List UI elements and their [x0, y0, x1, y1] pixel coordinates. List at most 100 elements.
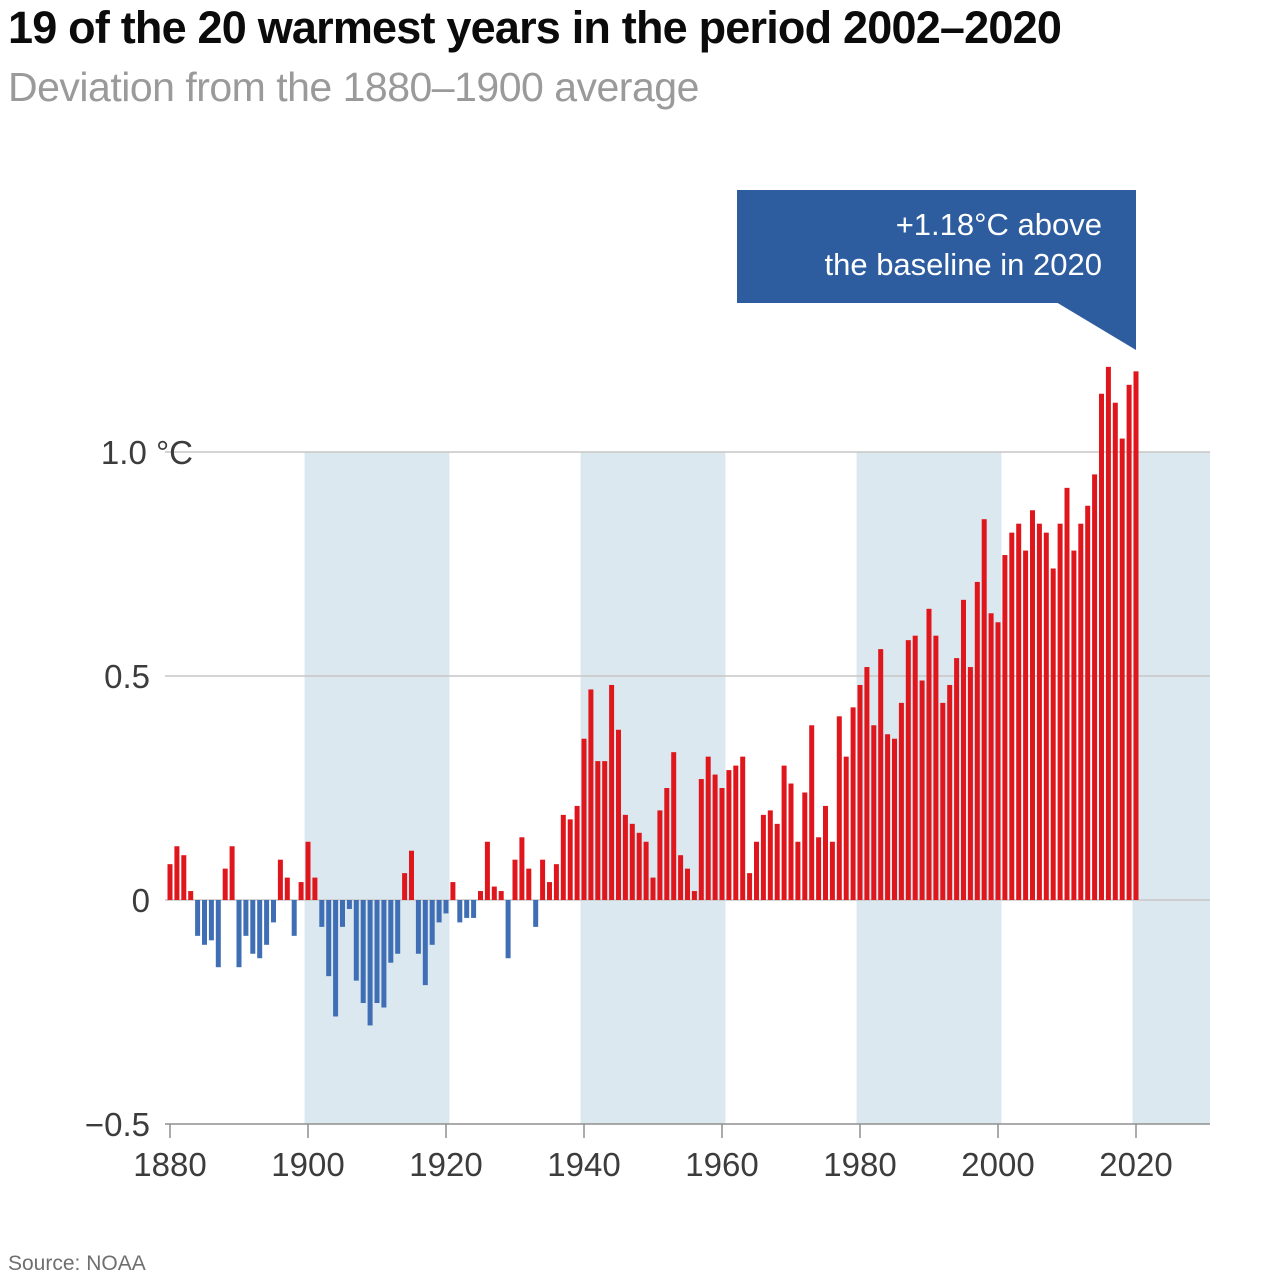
- bar-1988: [912, 635, 918, 900]
- bar-1915: [409, 850, 414, 900]
- bar-1954: [678, 855, 684, 900]
- bar-1957: [698, 779, 704, 900]
- bar-1980: [857, 684, 863, 900]
- x-tick-label-1940: 1940: [547, 1146, 620, 1183]
- bar-1891: [243, 900, 249, 936]
- bar-1916: [415, 900, 421, 954]
- bar-1956: [691, 891, 697, 900]
- bar-1926: [484, 841, 490, 900]
- bar-1908: [360, 900, 366, 1004]
- bar-1951: [657, 810, 663, 900]
- bar-1914: [402, 873, 408, 900]
- bar-1881: [174, 846, 180, 900]
- bar-1984: [885, 734, 891, 900]
- bar-1937: [560, 814, 566, 900]
- bar-1974: [816, 837, 822, 900]
- bar-1920: [443, 900, 449, 914]
- bar-1929: [505, 900, 511, 959]
- bar-2011: [1071, 550, 1077, 900]
- y-tick-label: −0.5: [85, 1106, 150, 1143]
- bar-1973: [809, 725, 815, 900]
- x-tick-label-1980: 1980: [823, 1146, 896, 1183]
- bar-1882: [181, 855, 187, 900]
- bar-2005: [1030, 510, 1035, 900]
- x-tick-label-1900: 1900: [271, 1146, 344, 1183]
- bar-1946: [622, 814, 628, 900]
- bar-1966: [760, 814, 766, 900]
- bar-1964: [747, 873, 753, 900]
- bar-2019: [1126, 384, 1132, 900]
- bar-1967: [767, 810, 773, 900]
- bar-1950: [650, 877, 656, 900]
- bar-1885: [202, 900, 207, 945]
- x-tick-label-1960: 1960: [685, 1146, 758, 1183]
- bar-1944: [609, 684, 615, 900]
- bar-1993: [947, 684, 953, 900]
- bar-1983: [878, 649, 884, 900]
- bar-2012: [1078, 523, 1084, 900]
- bar-1909: [367, 900, 373, 1026]
- bar-1986: [898, 702, 904, 900]
- bar-1889: [229, 846, 235, 900]
- bar-1897: [284, 877, 290, 900]
- decade-band: [1132, 452, 1210, 1124]
- bar-1934: [540, 859, 546, 900]
- page-subtitle: Deviation from the 1880–1900 average: [8, 64, 699, 110]
- bar-2015: [1099, 393, 1104, 900]
- bar-2006: [1036, 523, 1042, 900]
- bar-1941: [588, 689, 594, 900]
- bar-1994: [954, 658, 960, 900]
- bar-1997: [974, 581, 980, 900]
- bar-1971: [795, 841, 801, 900]
- bar-2001: [1002, 555, 1008, 900]
- bar-1927: [491, 886, 497, 900]
- bar-1896: [277, 859, 283, 900]
- bar-1895: [271, 900, 276, 923]
- bar-1961: [726, 770, 732, 900]
- bar-1982: [871, 725, 877, 900]
- bar-1965: [754, 841, 759, 900]
- bar-1906: [346, 900, 352, 909]
- bar-2016: [1105, 366, 1111, 900]
- bar-1901: [312, 877, 318, 900]
- annotation-callout: +1.18°C above the baseline in 2020: [737, 190, 1136, 350]
- bar-2014: [1092, 474, 1098, 900]
- x-tick-label-1920: 1920: [409, 1146, 482, 1183]
- bar-1985: [892, 738, 897, 900]
- bar-1996: [967, 667, 973, 900]
- bar-1924: [471, 900, 477, 918]
- bar-1976: [829, 841, 835, 900]
- bar-2018: [1119, 438, 1125, 900]
- bar-1979: [850, 707, 856, 900]
- annotation-line1: +1.18°C above: [895, 207, 1102, 242]
- source-note: Source: NOAA: [8, 1252, 146, 1275]
- x-tick-label-2020: 2020: [1099, 1146, 1172, 1183]
- bar-2017: [1112, 402, 1118, 900]
- bar-1899: [298, 882, 304, 900]
- bar-1978: [843, 756, 849, 900]
- bar-1907: [353, 900, 359, 981]
- bar-1955: [685, 868, 690, 900]
- bar-1930: [512, 859, 518, 900]
- bar-1947: [629, 823, 635, 900]
- bar-2010: [1064, 487, 1070, 900]
- bar-1932: [526, 868, 532, 900]
- bar-1948: [636, 832, 642, 900]
- bar-1949: [643, 841, 649, 900]
- bar-1922: [457, 900, 463, 923]
- bar-1981: [864, 667, 870, 900]
- bar-1975: [823, 805, 828, 900]
- bar-1894: [264, 900, 270, 945]
- bar-1931: [519, 837, 525, 900]
- bar-1883: [188, 891, 194, 900]
- bar-1892: [250, 900, 256, 954]
- bar-1880: [167, 864, 173, 900]
- bar-1913: [395, 900, 401, 954]
- bar-1938: [567, 819, 573, 900]
- bar-1970: [788, 783, 794, 900]
- bar-1942: [595, 761, 601, 900]
- x-tick-label-1880: 1880: [133, 1146, 206, 1183]
- bar-1943: [602, 761, 608, 900]
- bar-1905: [340, 900, 345, 927]
